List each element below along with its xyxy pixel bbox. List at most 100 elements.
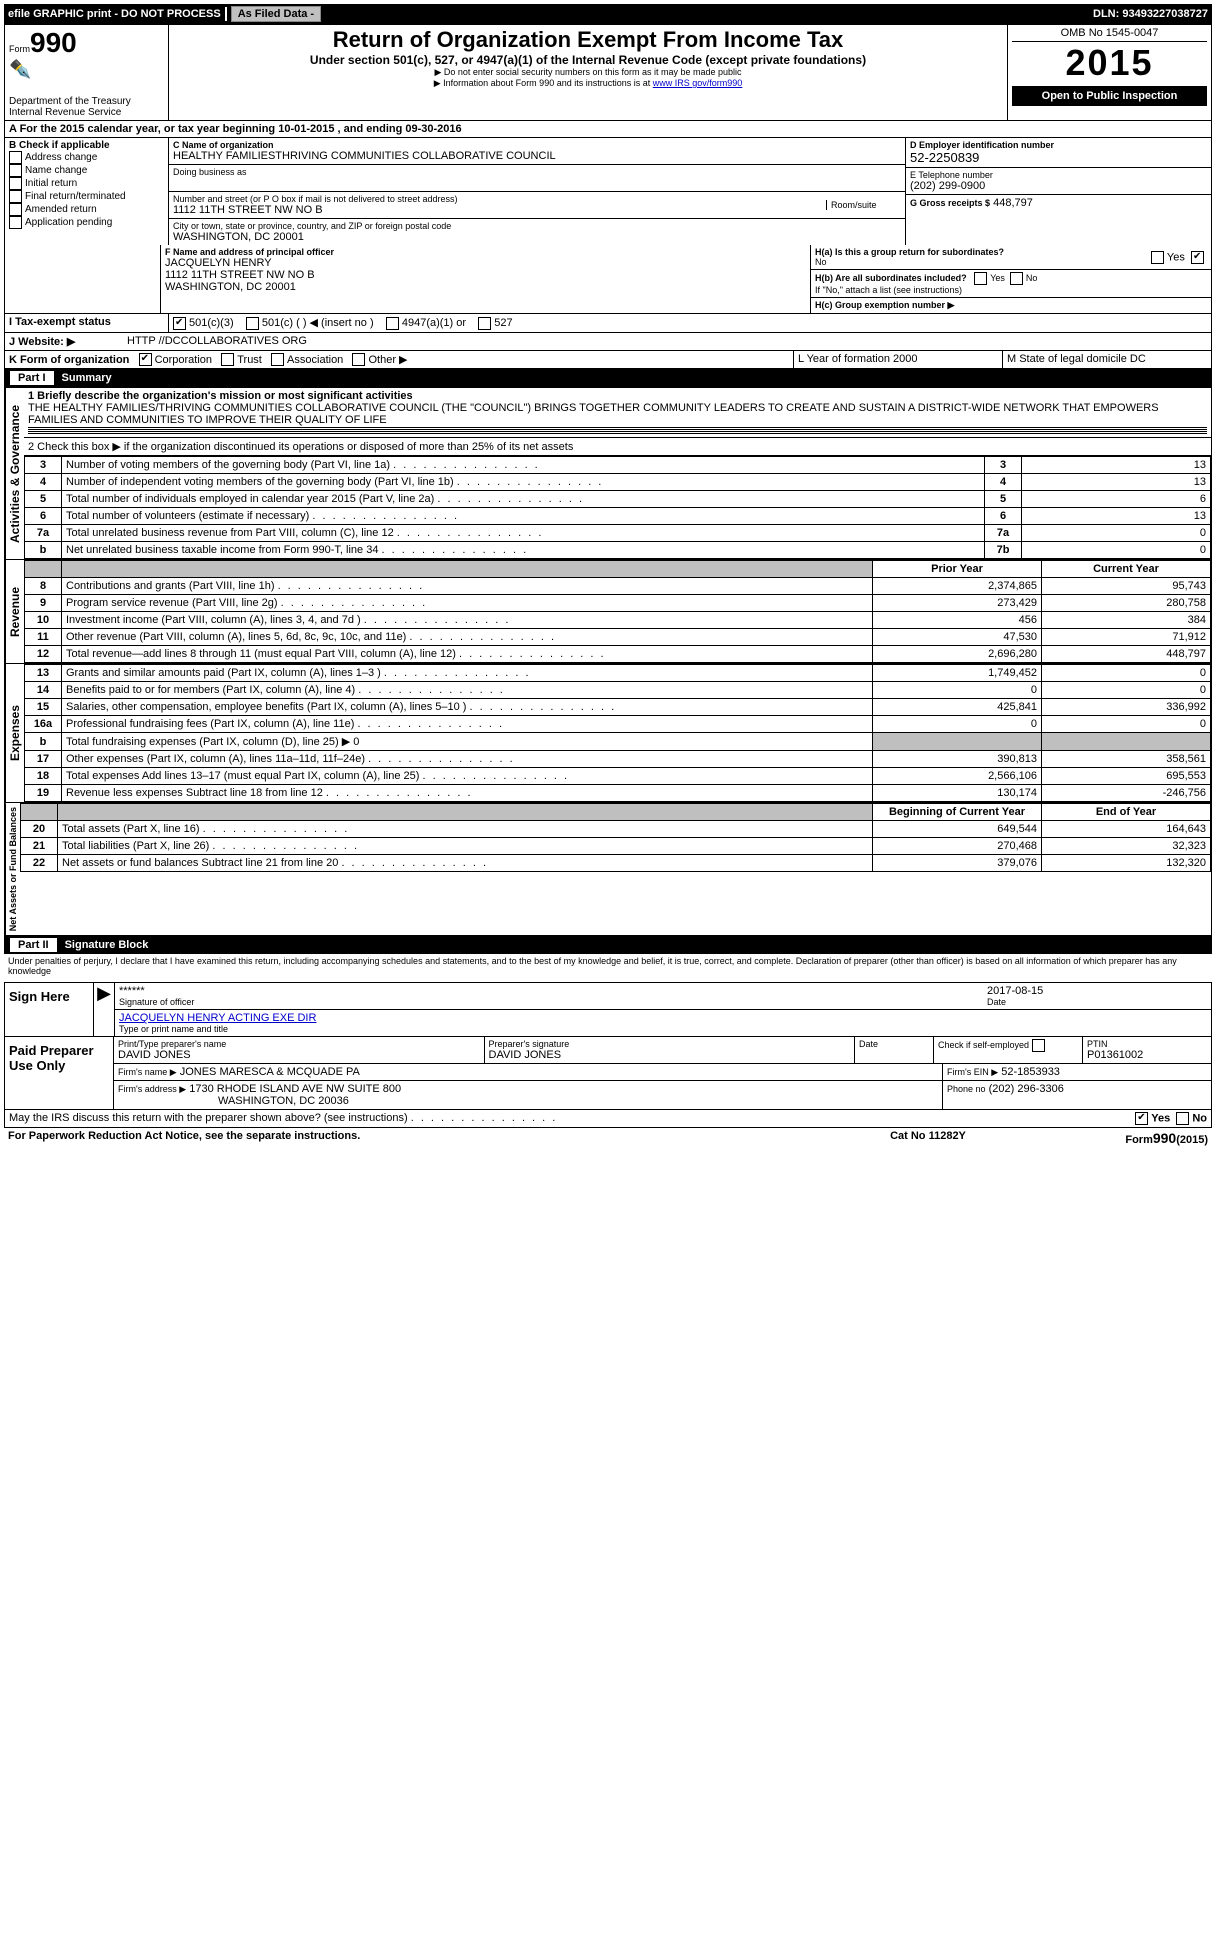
chk-4947[interactable] (386, 317, 399, 330)
chk-amended[interactable]: Amended return (9, 203, 164, 216)
g-gross-label: G Gross receipts $ (910, 198, 990, 208)
part2-label: Part II (10, 938, 57, 952)
self-emp[interactable]: Check if self-employed (934, 1037, 1083, 1063)
k-label: K Form of organization (9, 354, 129, 366)
chk-name[interactable]: Name change (9, 164, 164, 177)
officer-addr1: 1112 11TH STREET NW NO B (165, 269, 806, 281)
prep-name-label: Print/Type preparer's name (118, 1039, 480, 1049)
open-public-label: Open to Public Inspection (1012, 86, 1207, 106)
firm-addr1: 1730 RHODE ISLAND AVE NW SUITE 800 (189, 1083, 401, 1095)
hb-note: If "No," attach a list (see instructions… (815, 285, 962, 295)
paperwork-notice: For Paperwork Reduction Act Notice, see … (8, 1130, 828, 1146)
j-website: HTTP //DCCOLLABORATIVES ORG (123, 333, 1211, 350)
org-name: HEALTHY FAMILIESTHRIVING COMMUNITIES COL… (173, 150, 901, 162)
f-label: F Name and address of principal officer (165, 247, 806, 257)
chk-final[interactable]: Final return/terminated (9, 190, 164, 203)
chk-corp[interactable] (139, 353, 152, 366)
declaration: Under penalties of perjury, I declare th… (4, 954, 1212, 978)
part1-header: Part I Summary (4, 369, 1212, 387)
dba-label: Doing business as (173, 167, 901, 177)
d-ein: 52-2250839 (910, 150, 1207, 165)
tax-year: 2015 (1012, 42, 1207, 84)
discuss-no[interactable] (1176, 1112, 1189, 1125)
vert-expenses: Expenses (5, 664, 24, 802)
form-header: Form990 ✒️ Department of the Treasury In… (4, 24, 1212, 121)
chk-501c[interactable] (246, 317, 259, 330)
mission-text: THE HEALTHY FAMILIES/THRIVING COMMUNITIE… (28, 402, 1207, 426)
addr-label: Number and street (or P O box if mail is… (173, 194, 826, 204)
hb-no[interactable] (1010, 272, 1023, 285)
prep-date-label: Date (855, 1037, 934, 1063)
line1-label: 1 Briefly describe the organization's mi… (28, 390, 1207, 402)
sign-here-label: Sign Here (5, 983, 94, 1036)
omb-number: OMB No 1545-0047 (1012, 27, 1207, 42)
dln-value: 93493227038727 (1122, 8, 1208, 20)
sig-officer-label: Signature of officer (119, 997, 979, 1007)
ha-label: H(a) Is this a group return for subordin… (815, 247, 1004, 257)
chk-527[interactable] (478, 317, 491, 330)
phone-label: Phone no (947, 1084, 986, 1094)
m-state: M State of legal domicile DC (1003, 351, 1211, 369)
expenses-table: 13Grants and similar amounts paid (Part … (24, 664, 1211, 802)
irs-link[interactable]: www IRS gov/form990 (653, 78, 743, 88)
chk-address[interactable]: Address change (9, 151, 164, 164)
ptin: P01361002 (1087, 1049, 1207, 1061)
e-phone: (202) 299-0900 (910, 180, 1207, 192)
firm-addr-label: Firm's address ▶ (118, 1084, 186, 1094)
chk-501c3[interactable] (173, 317, 186, 330)
governance-table: 3Number of voting members of the governi… (24, 456, 1211, 559)
phone: (202) 296-3306 (989, 1083, 1064, 1095)
ptin-label: PTIN (1087, 1039, 1207, 1049)
prep-sig: DAVID JONES (489, 1049, 851, 1061)
date-label: Date (987, 997, 1207, 1007)
i-label: I Tax-exempt status (5, 314, 169, 332)
line2: 2 Check this box ▶ if the organization d… (24, 438, 1211, 456)
chk-pending[interactable]: Application pending (9, 216, 164, 229)
firm-ein-label: Firm's EIN ▶ (947, 1067, 998, 1077)
room-label: Room/suite (831, 200, 901, 210)
chk-trust[interactable] (221, 353, 234, 366)
as-filed-button[interactable]: As Filed Data - (231, 6, 321, 22)
sig-stars: ****** (119, 985, 979, 997)
j-label: J Website: ▶ (5, 333, 123, 350)
irs-label: Internal Revenue Service (9, 107, 164, 118)
line-a: A For the 2015 calendar year, or tax yea… (4, 121, 1212, 138)
efile-label: efile GRAPHIC print - DO NOT PROCESS (8, 8, 221, 20)
vert-activities: Activities & Governance (5, 388, 24, 559)
dept-treasury: Department of the Treasury (9, 96, 164, 107)
ssn-note: ▶ Do not enter social security numbers o… (175, 67, 1001, 78)
firm-name: JONES MARESCA & MCQUADE PA (180, 1066, 360, 1078)
chk-assoc[interactable] (271, 353, 284, 366)
officer-name-link[interactable]: JACQUELYN HENRY ACTING EXE DIR (119, 1012, 316, 1024)
firm-ein: 52-1853933 (1001, 1066, 1060, 1078)
g-gross: 448,797 (993, 197, 1033, 209)
ha-no-chk[interactable] (1191, 251, 1204, 264)
discuss-label: May the IRS discuss this return with the… (9, 1112, 1135, 1125)
chk-other[interactable] (352, 353, 365, 366)
part1-summary: Summary (62, 372, 112, 384)
officer-name: JACQUELYN HENRY (165, 257, 806, 269)
sign-here-block: Sign Here ▶ ****** Signature of officer … (4, 982, 1212, 1037)
hb-yes[interactable] (974, 272, 987, 285)
form-label: Form (9, 44, 30, 54)
ha-yes-chk[interactable] (1151, 251, 1164, 264)
vert-netassets: Net Assets or Fund Balances (5, 803, 20, 935)
d-ein-label: D Employer identification number (910, 140, 1207, 150)
paid-preparer-block: Paid Preparer Use Only Print/Type prepar… (4, 1037, 1212, 1110)
netassets-table: Beginning of Current YearEnd of Year20To… (20, 803, 1211, 872)
paid-preparer-label: Paid Preparer Use Only (5, 1037, 114, 1109)
info-note: ▶ Information about Form 990 and its ins… (175, 78, 1001, 89)
c-name-label: C Name of organization (173, 140, 901, 150)
part2-sigblock: Signature Block (65, 939, 149, 951)
part2-header: Part II Signature Block (4, 936, 1212, 954)
f-h-block: F Name and address of principal officer … (4, 245, 1212, 314)
sig-date: 2017-08-15 (987, 985, 1207, 997)
revenue-table: Prior YearCurrent Year8Contributions and… (24, 560, 1211, 663)
chk-initial[interactable]: Initial return (9, 177, 164, 190)
dln-label: DLN: (1093, 8, 1119, 20)
org-city: WASHINGTON, DC 20001 (173, 231, 901, 243)
form-title: Return of Organization Exempt From Incom… (175, 27, 1001, 53)
vert-revenue: Revenue (5, 560, 24, 663)
city-label: City or town, state or province, country… (173, 221, 901, 231)
discuss-yes[interactable] (1135, 1112, 1148, 1125)
